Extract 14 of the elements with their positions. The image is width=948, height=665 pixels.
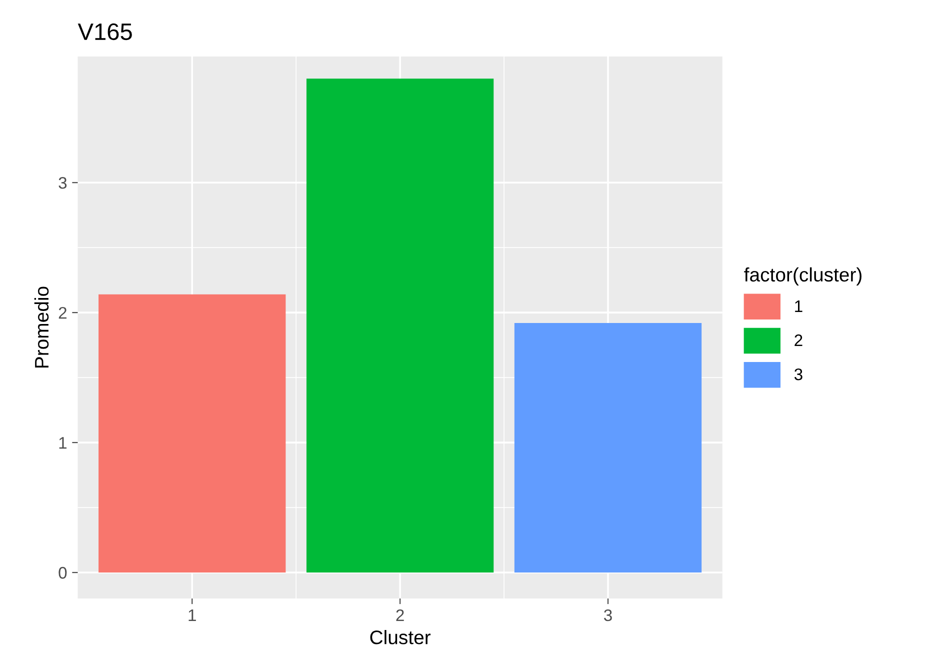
y-tick-label: 1: [59, 437, 67, 449]
y-tick-label: 0: [58, 566, 67, 579]
x-axis-title: Cluster: [370, 630, 431, 644]
legend-label: 1: [795, 300, 802, 312]
chart-title: V165: [78, 23, 132, 40]
x-tick-label: 1: [188, 610, 196, 621]
legend-title: factor(cluster): [744, 267, 862, 286]
y-tick-label: 2: [58, 306, 66, 319]
x-tick-label: 2: [396, 609, 404, 621]
legend-label: 3: [794, 368, 802, 380]
y-tick-label: 3: [58, 176, 67, 189]
x-tick-label: 3: [604, 609, 612, 622]
y-axis-title: Promedio: [34, 286, 49, 368]
legend-label: 2: [794, 334, 802, 346]
